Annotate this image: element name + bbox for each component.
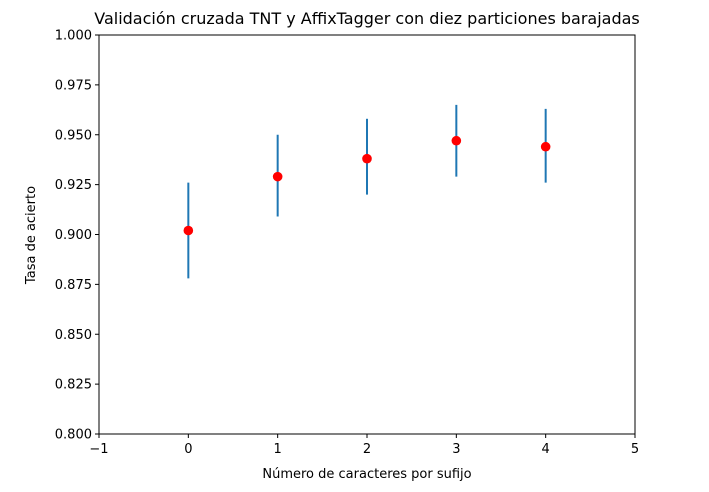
x-tick-label: −1 <box>89 442 108 457</box>
x-tick-label: 4 <box>542 442 550 457</box>
y-tick-label: 0.925 <box>55 178 92 193</box>
x-tick-label: 3 <box>452 442 460 457</box>
y-tick-label: 0.825 <box>55 378 92 393</box>
x-tick-label: 2 <box>363 442 371 457</box>
data-point <box>540 141 551 152</box>
data-point <box>183 225 194 236</box>
x-tick-label: 1 <box>274 442 282 457</box>
data-point <box>362 153 372 164</box>
data-marks <box>183 104 551 279</box>
x-tick-label: 0 <box>184 442 192 457</box>
plot-axes: 0.800 0.825 0.850 0.875 0.900 0.925 0.950 0.975… <box>55 29 639 458</box>
plot-frame <box>98 34 636 435</box>
y-tick-label: 0.875 <box>55 278 92 293</box>
y-tick-label: 0.800 <box>55 428 92 443</box>
y-tick-label: 0.900 <box>55 228 92 243</box>
x-tick-label: 5 <box>631 442 639 457</box>
y-tick-label: 0.850 <box>55 328 92 343</box>
y-tick-label: 1.000 <box>55 29 92 44</box>
y-tick-label: 0.950 <box>55 128 92 143</box>
data-point <box>451 135 462 146</box>
y-axis-label: Tasa de acierto <box>24 186 39 285</box>
x-axis-label: Número de caracteres por sufijo <box>262 467 471 482</box>
chart-title: Validación cruzada TNT y AffixTagger con… <box>94 9 640 28</box>
y-tick-label: 0.975 <box>55 78 92 93</box>
data-point <box>272 171 283 182</box>
